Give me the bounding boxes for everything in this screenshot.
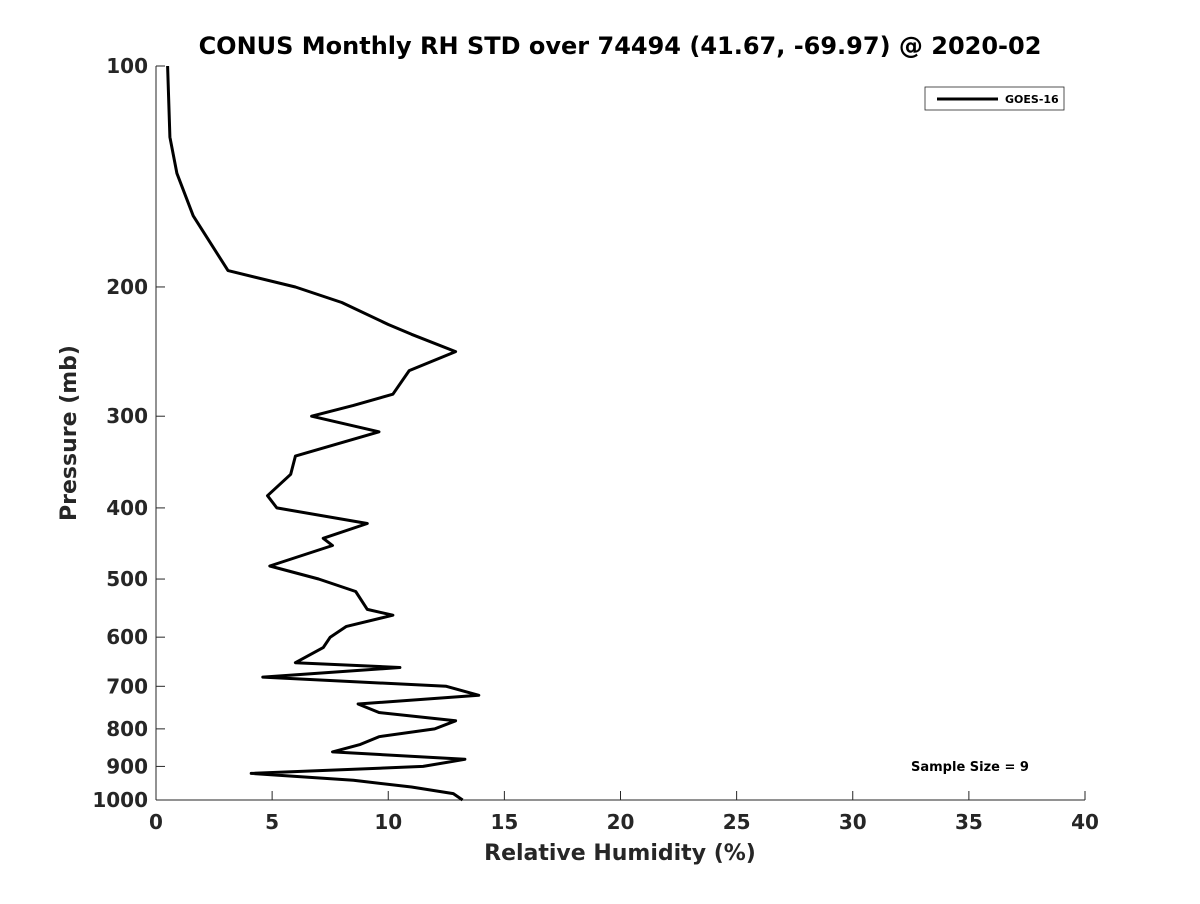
x-tick-label: 15	[490, 810, 518, 834]
x-tick-label: 30	[839, 810, 867, 834]
x-tick-label: 10	[374, 810, 402, 834]
chart-title: CONUS Monthly RH STD over 74494 (41.67, …	[199, 32, 1042, 60]
x-tick-label: 20	[607, 810, 635, 834]
x-tick-label: 0	[149, 810, 163, 834]
legend-label: GOES-16	[1005, 93, 1059, 106]
series-layer	[166, 65, 481, 802]
y-axis-label: Pressure (mb)	[57, 345, 82, 521]
x-ticks: 0 5 10 15 20 25 30 35 40	[149, 791, 1099, 834]
y-ticks: 100 200 300 400 500 600 700 800 900 1000	[92, 54, 165, 812]
y-tick-label: 500	[106, 567, 148, 591]
x-tick-label: 5	[265, 810, 279, 834]
y-tick-label: 200	[106, 275, 148, 299]
y-tick-label: 600	[106, 625, 148, 649]
x-tick-label: 35	[955, 810, 983, 834]
legend: GOES-16	[924, 86, 1065, 111]
y-tick-label: 700	[106, 674, 148, 698]
y-tick-label: 900	[106, 754, 148, 778]
y-tick-label: 400	[106, 496, 148, 520]
x-axis-label: Relative Humidity (%)	[484, 841, 756, 866]
y-tick-label: 300	[106, 404, 148, 428]
y-tick-label: 800	[106, 717, 148, 741]
series-line-goes-16	[166, 65, 481, 802]
y-tick-label: 1000	[92, 788, 148, 812]
axes	[155, 66, 1085, 801]
x-tick-label: 40	[1071, 810, 1099, 834]
sample-size-annotation: Sample Size = 9	[911, 760, 1029, 775]
y-tick-label: 100	[106, 54, 148, 78]
x-tick-label: 25	[723, 810, 751, 834]
